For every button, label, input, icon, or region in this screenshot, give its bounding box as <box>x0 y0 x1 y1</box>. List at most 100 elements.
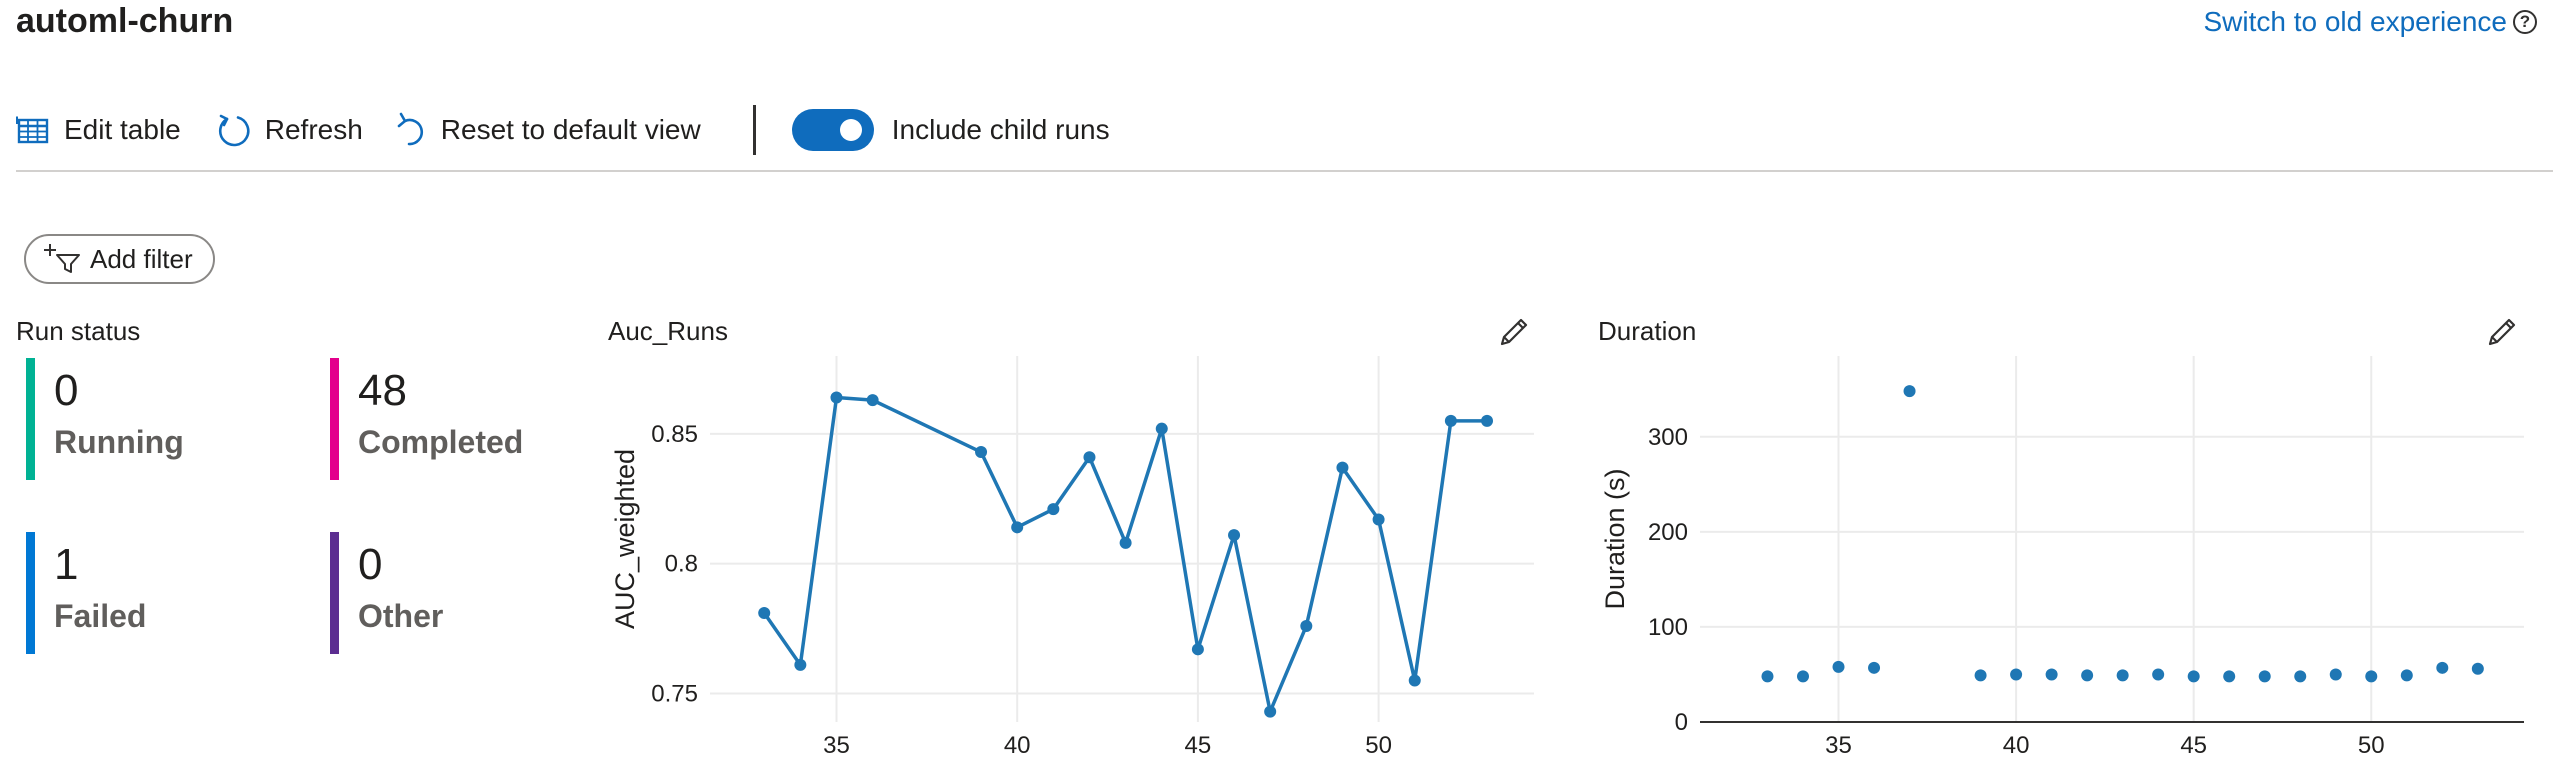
x-tick-label: 45 <box>1185 732 1212 758</box>
undo-icon <box>397 112 423 146</box>
refresh-button[interactable]: Refresh <box>215 112 363 148</box>
status-other[interactable]: 0 Other <box>330 532 590 654</box>
data-point <box>2258 670 2271 683</box>
x-tick-label: 50 <box>2358 732 2385 758</box>
data-point <box>1083 451 1096 464</box>
data-point <box>2187 670 2200 683</box>
add-filter-button[interactable]: Add filter <box>24 234 215 284</box>
data-point <box>1119 536 1132 549</box>
data-point <box>1264 705 1277 718</box>
add-filter-label[interactable]: Add filter <box>90 243 193 274</box>
data-point <box>1228 529 1241 542</box>
data-point <box>2471 662 2484 675</box>
data-point <box>758 606 771 619</box>
data-point <box>1011 521 1024 534</box>
data-point <box>830 391 843 404</box>
status-label: Running <box>54 424 184 460</box>
data-point <box>2116 669 2129 682</box>
duration-chart-title: Duration <box>1598 316 1697 346</box>
page-title: automl-churn <box>16 2 234 40</box>
data-point <box>1408 674 1421 687</box>
toolbar-separator <box>752 105 756 155</box>
data-point <box>2223 670 2236 683</box>
data-point <box>2045 668 2058 681</box>
edit-auc-chart-pencil-icon[interactable] <box>1496 314 1532 350</box>
toolbar: Edit table Refresh Reset to default view… <box>16 100 1110 160</box>
reset-default-view-button[interactable]: Reset to default view <box>397 112 701 148</box>
y-tick-label: 0 <box>1675 709 1688 736</box>
data-point <box>866 394 879 407</box>
run-status-title: Run status <box>16 316 141 346</box>
data-point <box>794 658 807 671</box>
x-tick-label: 50 <box>1365 732 1392 758</box>
data-point <box>2365 670 2378 683</box>
x-tick-label: 35 <box>1825 732 1852 758</box>
x-tick-label: 40 <box>2003 732 2030 758</box>
data-point <box>1832 660 1845 673</box>
y-tick-label: 0.75 <box>651 680 698 707</box>
data-point <box>1761 670 1774 683</box>
status-label: Completed <box>358 424 524 460</box>
duration-chart: 35 40 45 50 0 100 200 300 Duration (s) <box>1600 356 2524 758</box>
status-color-bar <box>26 358 35 480</box>
data-point <box>2081 669 2094 682</box>
data-point <box>2010 668 2023 681</box>
y-tick-label: 100 <box>1648 614 1688 641</box>
data-point <box>1047 503 1060 516</box>
include-child-runs-label[interactable]: Include child runs <box>891 114 1110 145</box>
status-color-bar <box>26 532 35 654</box>
table-icon <box>16 116 49 144</box>
data-point <box>1481 414 1494 427</box>
y-tick-label: 300 <box>1648 424 1688 451</box>
data-point <box>1868 661 1881 674</box>
x-tick-label: 45 <box>2180 732 2207 758</box>
status-label: Failed <box>54 598 147 634</box>
data-point <box>1300 619 1313 632</box>
data-point <box>1797 670 1809 683</box>
edit-table-label[interactable]: Edit table <box>64 114 181 145</box>
y-axis-label: AUC_weighted <box>610 449 640 629</box>
data-point <box>1155 422 1168 435</box>
status-running[interactable]: 0 Running <box>26 358 286 480</box>
edit-duration-chart-pencil-icon[interactable] <box>2484 314 2520 350</box>
status-color-bar <box>330 358 339 480</box>
status-count: 0 <box>358 540 383 589</box>
y-tick-label: 200 <box>1648 519 1688 546</box>
data-point <box>1336 461 1349 474</box>
data-point <box>2329 668 2342 681</box>
status-completed[interactable]: 48 Completed <box>330 358 590 480</box>
data-point <box>2400 669 2413 682</box>
status-failed[interactable]: 1 Failed <box>26 532 286 654</box>
refresh-label[interactable]: Refresh <box>264 114 363 145</box>
x-tick-label: 35 <box>823 732 850 758</box>
data-point <box>975 446 988 459</box>
status-color-bar <box>330 532 339 654</box>
auc-chart-title: Auc_Runs <box>608 316 728 346</box>
data-point <box>1974 669 1987 682</box>
filter-add-icon <box>44 244 80 273</box>
reset-view-label[interactable]: Reset to default view <box>440 114 701 145</box>
toolbar-divider <box>16 170 2553 172</box>
status-count: 48 <box>358 366 407 415</box>
status-count: 0 <box>54 366 79 415</box>
help-icon[interactable]: ? <box>2513 10 2537 34</box>
refresh-icon <box>218 114 250 147</box>
status-label: Other <box>358 598 444 634</box>
y-tick-label: 0.8 <box>665 551 698 578</box>
switch-to-old-experience-link[interactable]: Switch to old experience ? <box>2203 6 2537 38</box>
data-point <box>2436 661 2449 674</box>
toggle-knob <box>839 119 862 141</box>
data-point <box>2152 668 2165 681</box>
edit-table-button[interactable]: Edit table <box>16 114 181 146</box>
include-child-runs-toggle[interactable] <box>791 109 874 151</box>
data-point <box>1444 414 1457 427</box>
data-point <box>2294 670 2307 683</box>
switch-link-label[interactable]: Switch to old experience <box>2203 6 2507 37</box>
auc-runs-chart: 35 40 45 50 0.75 0.8 0.85 AUC_weighted <box>610 356 1534 758</box>
data-point <box>1372 513 1385 526</box>
data-point <box>1903 385 1916 398</box>
x-tick-label: 40 <box>1004 732 1031 758</box>
data-point <box>1191 643 1204 656</box>
status-count: 1 <box>54 540 79 589</box>
y-tick-label: 0.85 <box>651 421 698 448</box>
